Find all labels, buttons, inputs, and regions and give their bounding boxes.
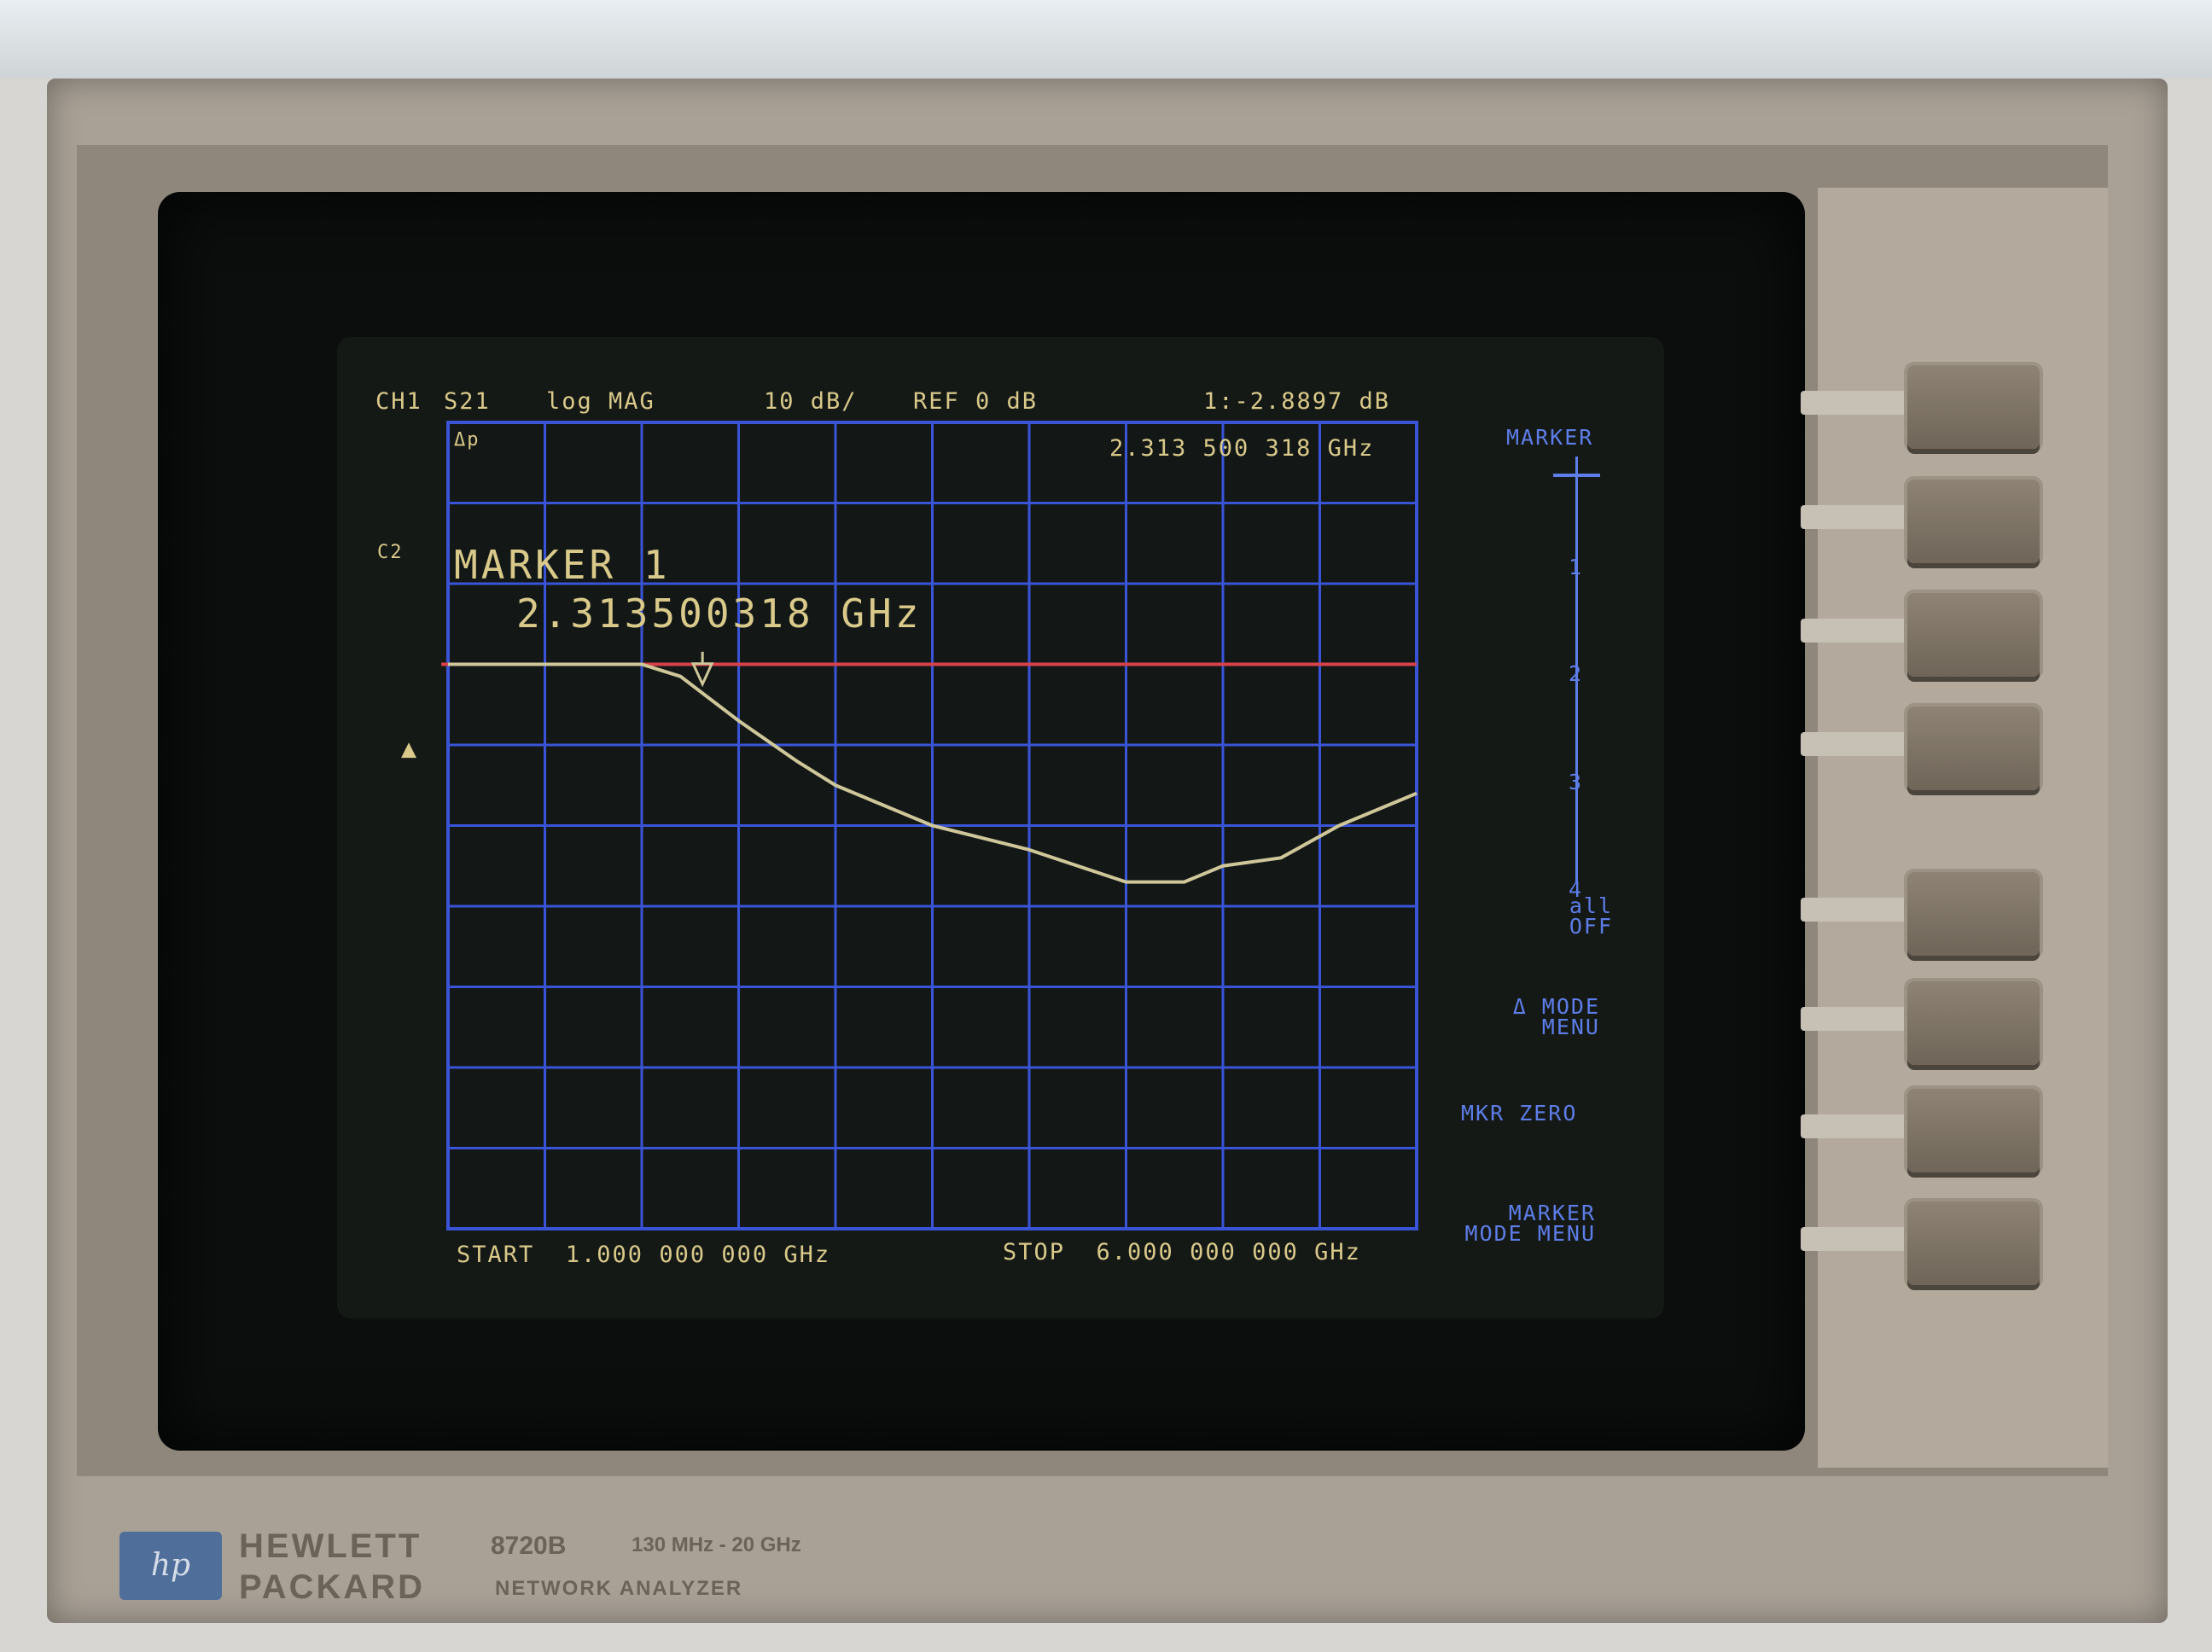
softkey-button-2[interactable] [1907, 480, 2040, 563]
product-name: NETWORK ANALYZER [495, 1577, 743, 1600]
trace-s21 [448, 662, 1417, 884]
background-wall [0, 0, 2212, 79]
marker-title: MARKER 1 [454, 542, 671, 588]
softkey-marker-2: 2 [1569, 661, 1583, 686]
softkey-delta-mode-menu: Δ MODE MENU [1512, 994, 1600, 1039]
reference-position-arrow: ▲ [401, 734, 419, 764]
format-label: log MAG [546, 388, 655, 415]
softkey-title-marker: MARKER [1506, 425, 1594, 450]
maker-name-line2: PACKARD [239, 1568, 426, 1606]
softkey-all-off: all OFF [1569, 893, 1613, 939]
button-rail [1801, 1227, 1912, 1251]
frequency-range: 130 MHz - 20 GHz [632, 1533, 801, 1556]
delta-flag: Δp [454, 429, 480, 451]
softkey-button-8[interactable] [1907, 1201, 2040, 1285]
button-rail [1801, 619, 1912, 643]
marker-frequency-readout: 2.313 500 318 GHz [1109, 435, 1375, 462]
parameter-label: S21 [444, 388, 491, 415]
scale-label: 10 dB/ [764, 388, 858, 415]
marker-frequency: 2.313500318 GHz [516, 590, 923, 637]
channel-label: CH1 [375, 388, 422, 415]
softkey-button-4[interactable] [1907, 707, 2040, 790]
softkey-button-6[interactable] [1907, 981, 2040, 1065]
button-rail [1801, 1007, 1912, 1031]
hp-logo: hp [119, 1532, 222, 1600]
plot-trace [441, 651, 1417, 884]
button-rail [1801, 1114, 1912, 1138]
softkey-mkr-zero: MKR ZERO [1461, 1101, 1578, 1126]
softkey-marker-mode-menu: MARKER MODE MENU [1464, 1201, 1596, 1246]
stop-frequency: STOP 6.000 000 000 GHz [1003, 1239, 1361, 1265]
button-rail [1801, 391, 1912, 415]
button-rail [1801, 732, 1912, 756]
softkey-scale-cap [1553, 474, 1600, 477]
model-number: 8720B [491, 1532, 567, 1560]
softkey-scale-bar [1575, 457, 1578, 883]
button-rail [1801, 898, 1912, 922]
start-frequency: START 1.000 000 000 GHz [457, 1242, 831, 1268]
maker-name-line1: HEWLETT [239, 1527, 422, 1565]
correction-flag: C2 [377, 542, 404, 563]
softkey-marker-3: 3 [1569, 770, 1583, 794]
softkey-button-1[interactable] [1907, 365, 2040, 449]
softkey-button-3[interactable] [1907, 593, 2040, 677]
reference-label: REF 0 dB [913, 388, 1039, 415]
button-rail [1801, 505, 1912, 529]
softkey-button-7[interactable] [1907, 1089, 2040, 1172]
softkey-marker-4: 4 [1569, 877, 1584, 902]
marker-value-readout: 1:-2.8897 dB [1203, 388, 1391, 415]
softkey-marker-1: 1 [1569, 555, 1583, 579]
softkey-button-5[interactable] [1907, 872, 2040, 956]
